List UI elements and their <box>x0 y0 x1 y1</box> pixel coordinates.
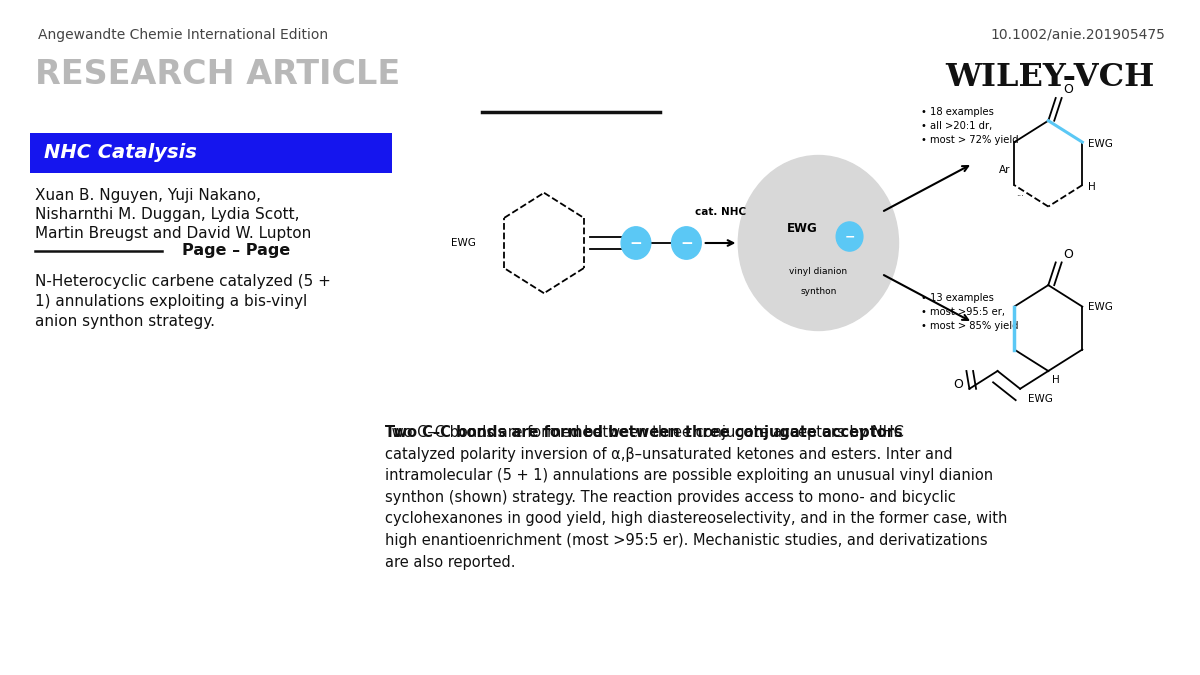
Text: EWG: EWG <box>1087 139 1112 148</box>
Text: EWG: EWG <box>1087 302 1112 312</box>
Text: 10.1002/anie.201905475: 10.1002/anie.201905475 <box>990 28 1165 42</box>
Text: O: O <box>954 378 964 392</box>
Text: Ar: Ar <box>1000 165 1010 176</box>
Circle shape <box>836 222 863 251</box>
FancyBboxPatch shape <box>30 133 392 173</box>
Text: −: − <box>680 236 692 250</box>
Text: cat. NHC: cat. NHC <box>695 207 746 217</box>
Circle shape <box>672 227 701 259</box>
Text: O: O <box>1063 248 1073 261</box>
Text: RESEARCH ARTICLE: RESEARCH ARTICLE <box>35 58 401 91</box>
Text: O: O <box>1063 84 1073 97</box>
Circle shape <box>738 155 899 331</box>
Text: WILEY-VCH: WILEY-VCH <box>946 62 1154 93</box>
Text: EWG: EWG <box>787 222 817 235</box>
Text: EWG: EWG <box>1028 394 1054 404</box>
Text: N-Heterocyclic carbene catalyzed (5 +: N-Heterocyclic carbene catalyzed (5 + <box>35 274 331 289</box>
Text: −: − <box>845 230 854 243</box>
Text: Nisharnthi M. Duggan, Lydia Scott,: Nisharnthi M. Duggan, Lydia Scott, <box>35 207 300 222</box>
Text: • 13 examples
• most >95:5 er,
• most > 85% yield: • 13 examples • most >95:5 er, • most > … <box>920 293 1019 331</box>
Text: synthon: synthon <box>800 287 836 296</box>
Text: Angewandte Chemie International Edition: Angewandte Chemie International Edition <box>38 28 328 42</box>
Text: −: − <box>630 236 642 250</box>
Text: NHC Catalysis: NHC Catalysis <box>44 144 197 163</box>
Text: H: H <box>1052 375 1060 385</box>
Text: Two C–C bonds are formed between three conjugate acceptors: Two C–C bonds are formed between three c… <box>385 425 902 440</box>
Text: 1) annulations exploiting a bis-vinyl: 1) annulations exploiting a bis-vinyl <box>35 294 307 309</box>
Text: anion synthon strategy.: anion synthon strategy. <box>35 314 215 329</box>
Text: ...: ... <box>1015 189 1024 198</box>
Text: Page – Page: Page – Page <box>182 243 290 258</box>
Text: Xuan B. Nguyen, Yuji Nakano,: Xuan B. Nguyen, Yuji Nakano, <box>35 188 262 203</box>
Text: EWG: EWG <box>451 238 476 248</box>
Circle shape <box>622 227 650 259</box>
Text: • 18 examples
• all >20:1 dr,
• most > 72% yield: • 18 examples • all >20:1 dr, • most > 7… <box>920 107 1019 145</box>
Text: Martin Breugst and David W. Lupton: Martin Breugst and David W. Lupton <box>35 226 311 241</box>
Text: H: H <box>1088 182 1096 192</box>
Text: vinyl dianion: vinyl dianion <box>790 267 847 276</box>
Text: Two C–C bonds are formed between three conjugate acceptors by NHC
catalyzed pola: Two C–C bonds are formed between three c… <box>385 425 1007 570</box>
